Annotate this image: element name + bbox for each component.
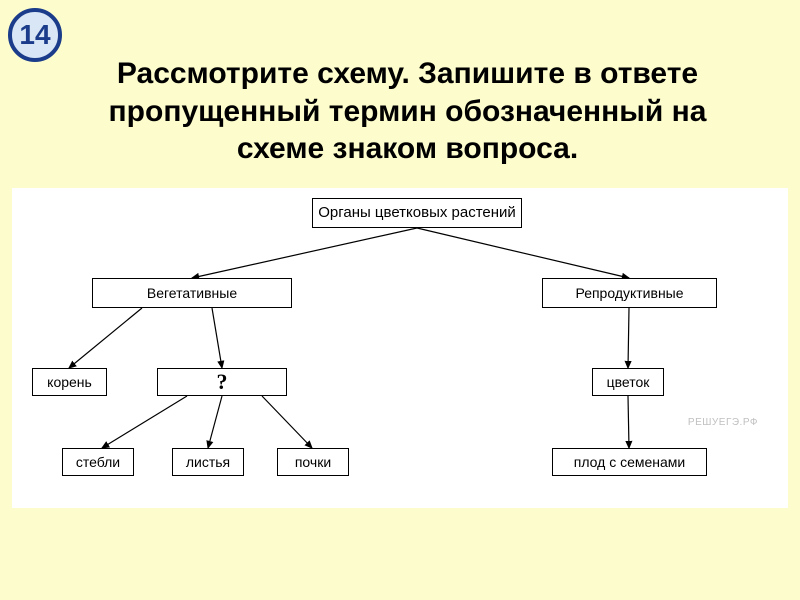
watermark: РЕШУЕГЭ.РФ [688, 417, 758, 428]
node-reproductive-label: Репродуктивные [575, 285, 683, 301]
question-number: 14 [19, 19, 50, 51]
node-question-label: ? [217, 369, 228, 395]
node-flower: цветок [592, 368, 664, 396]
node-stem: стебли [62, 448, 134, 476]
node-root-organ-label: корень [47, 374, 92, 390]
node-leaves-label: листья [186, 454, 230, 470]
node-reproductive: Репродуктивные [542, 278, 717, 308]
node-vegetative-label: Вегетативные [147, 285, 237, 301]
node-fruit: плод с семенами [552, 448, 707, 476]
node-buds-label: почки [295, 454, 331, 470]
question-number-badge: 14 [8, 8, 62, 62]
node-stem-label: стебли [76, 454, 120, 470]
node-leaves: листья [172, 448, 244, 476]
node-vegetative: Вегетативные [92, 278, 292, 308]
node-root-organ: корень [32, 368, 107, 396]
node-buds: почки [277, 448, 349, 476]
node-root: Органы цветковых растений [312, 198, 522, 228]
node-flower-label: цветок [607, 374, 650, 390]
question-title: Рассмотрите схему. Запишите в ответе про… [0, 0, 800, 188]
node-root-label: Органы цветковых растений [318, 204, 516, 221]
node-fruit-label: плод с семенами [574, 454, 686, 470]
node-question: ? [157, 368, 287, 396]
diagram-container: Органы цветковых растений Вегетативные Р… [12, 188, 788, 508]
